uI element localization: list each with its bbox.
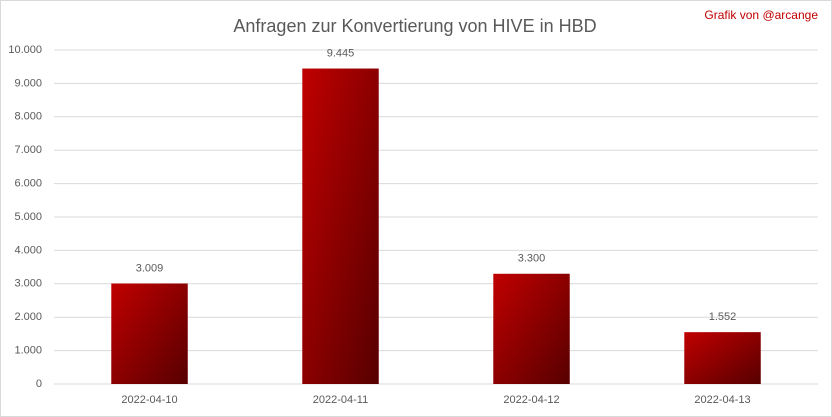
value-label: 9.445 [327,47,355,59]
y-tick-label: 1.000 [14,345,42,357]
annotation: Grafik von @arcange [704,8,818,22]
x-tick-label: 2022-04-10 [121,394,177,406]
x-tick-label: 2022-04-12 [503,394,559,406]
y-tick-label: 9.000 [14,77,42,89]
x-tick-label: 2022-04-11 [313,394,368,406]
bar-shade [493,273,570,384]
chart-title: Anfragen zur Konvertierung von HIVE in H… [233,16,596,36]
value-label: 1.552 [709,311,737,323]
bar-shade [684,332,761,384]
y-tick-label: 3.000 [14,278,42,290]
y-tick-label: 4.000 [14,244,42,256]
y-tick-label: 10.000 [8,44,42,56]
y-tick-label: 0 [36,378,42,390]
y-tick-label: 5.000 [14,211,42,223]
y-tick-label: 7.000 [14,144,42,156]
y-tick-label: 2.000 [14,311,42,323]
y-tick-label: 6.000 [14,178,42,190]
value-label: 3.300 [518,253,546,265]
value-label: 3.009 [136,262,164,274]
y-tick-label: 8.000 [14,111,42,123]
bar-shade [302,68,379,385]
x-tick-label: 2022-04-13 [694,394,750,406]
bar-shade [111,283,188,384]
